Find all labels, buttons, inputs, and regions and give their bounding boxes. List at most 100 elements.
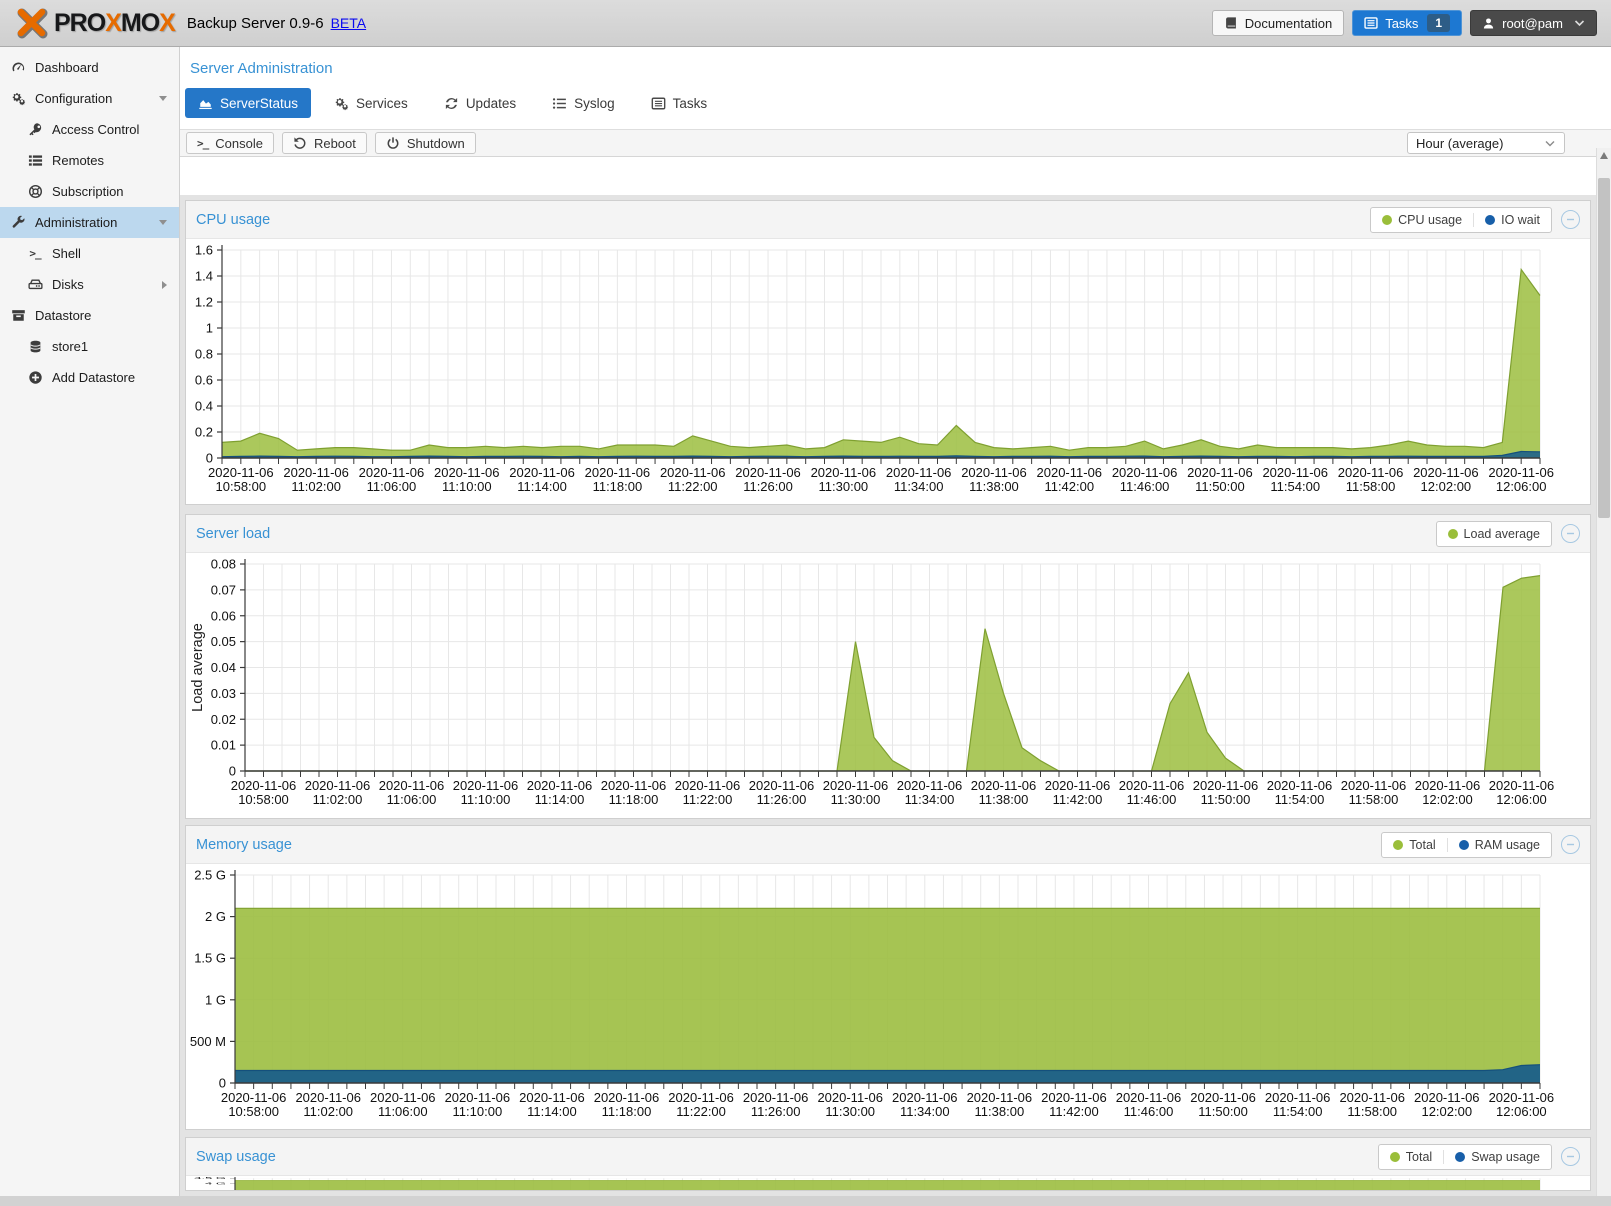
sidebar-item-shell[interactable]: >_ Shell	[0, 238, 179, 269]
legend-item[interactable]: RAM usage	[1446, 837, 1551, 852]
sidebar-item-disks[interactable]: Disks	[0, 269, 179, 300]
shutdown-button[interactable]: Shutdown	[374, 132, 476, 154]
swap-usage-legend: Total Swap usage	[1377, 1143, 1552, 1170]
timeframe-select[interactable]: Hour (average)	[1407, 132, 1565, 154]
svg-text:2020-11-06: 2020-11-06	[892, 1090, 958, 1105]
svg-text:0: 0	[206, 451, 213, 466]
collapse-icon[interactable]	[1561, 210, 1580, 229]
legend-label: IO wait	[1501, 212, 1540, 227]
tab-services[interactable]: Services	[321, 88, 421, 118]
svg-text:11:34:00: 11:34:00	[905, 792, 955, 807]
svg-text:0.03: 0.03	[211, 686, 236, 701]
memory-usage-panel: Memory usage Total RAM usage 0 500 M 1 G 1.5…	[185, 825, 1591, 1130]
svg-text:11:54:00: 11:54:00	[1270, 479, 1320, 494]
tab-syslog[interactable]: Syslog	[539, 88, 628, 118]
svg-text:2020-11-06: 2020-11-06	[886, 465, 952, 480]
svg-text:2020-11-06: 2020-11-06	[817, 1090, 883, 1105]
scroll-up-arrow-icon[interactable]	[1600, 152, 1608, 159]
tab-tasks[interactable]: Tasks	[638, 88, 721, 118]
legend-item[interactable]: IO wait	[1473, 212, 1551, 227]
sidebar-item-remotes[interactable]: Remotes	[0, 145, 179, 176]
legend-item[interactable]: Load average	[1437, 527, 1551, 541]
tasks-button[interactable]: Tasks 1	[1352, 10, 1463, 36]
svg-text:2020-11-06: 2020-11-06	[594, 1090, 660, 1105]
legend-dot	[1485, 214, 1496, 225]
svg-text:2020-11-06: 2020-11-06	[1037, 465, 1103, 480]
legend-item[interactable]: Total	[1382, 838, 1446, 852]
scrollbar-thumb[interactable]	[1598, 178, 1610, 518]
svg-text:11:46:00: 11:46:00	[1124, 1104, 1174, 1119]
panel-title: Swap usage	[196, 1148, 276, 1165]
sidebar-item-administration[interactable]: Administration	[0, 207, 179, 238]
sidebar-item-store1[interactable]: store1	[0, 331, 179, 362]
svg-text:11:46:00: 11:46:00	[1127, 792, 1177, 807]
user-menu-button[interactable]: root@pam	[1470, 10, 1597, 36]
svg-text:11:26:00: 11:26:00	[757, 792, 807, 807]
legend-label: Swap usage	[1471, 1149, 1540, 1164]
svg-text:1: 1	[206, 321, 213, 336]
bottom-scroll-strip	[0, 1196, 1611, 1206]
tab-updates[interactable]: Updates	[431, 88, 529, 118]
svg-text:11:18:00: 11:18:00	[593, 479, 643, 494]
collapse-icon[interactable]	[1561, 1147, 1580, 1166]
legend-item[interactable]: Total	[1379, 1150, 1443, 1164]
svg-text:11:14:00: 11:14:00	[517, 479, 567, 494]
swap-usage-chart: 4.5 G 4 G	[186, 1176, 1590, 1190]
reboot-button[interactable]: Reboot	[281, 132, 367, 154]
main-content: Server Administration ServerStatus Servi…	[180, 47, 1611, 1206]
vertical-scrollbar[interactable]	[1596, 148, 1611, 1196]
tasks-count-badge: 1	[1427, 14, 1451, 32]
collapse-icon[interactable]	[1561, 524, 1580, 543]
plus-circle-icon	[27, 370, 43, 386]
expanded-caret-icon[interactable]	[159, 96, 167, 101]
legend-item[interactable]: Swap usage	[1443, 1149, 1551, 1164]
collapse-icon[interactable]	[1561, 835, 1580, 854]
svg-text:0.06: 0.06	[211, 608, 236, 623]
svg-text:0: 0	[229, 764, 236, 779]
expanded-caret-icon[interactable]	[159, 220, 167, 225]
svg-text:12:02:00: 12:02:00	[1422, 792, 1473, 807]
svg-text:11:34:00: 11:34:00	[900, 1104, 950, 1119]
svg-text:0.02: 0.02	[211, 712, 236, 727]
task-list-icon	[1364, 16, 1378, 30]
svg-text:2 G: 2 G	[205, 909, 226, 924]
svg-text:11:58:00: 11:58:00	[1349, 792, 1399, 807]
svg-text:2020-11-06: 2020-11-06	[823, 778, 889, 793]
svg-text:2020-11-06: 2020-11-06	[370, 1090, 436, 1105]
svg-text:2020-11-06: 2020-11-06	[749, 778, 815, 793]
sidebar-item-dashboard[interactable]: Dashboard	[0, 52, 179, 83]
console-button[interactable]: >_ Console	[186, 132, 274, 154]
collapsed-caret-icon[interactable]	[162, 280, 167, 289]
svg-text:11:46:00: 11:46:00	[1120, 479, 1170, 494]
svg-text:2020-11-06: 2020-11-06	[445, 1090, 511, 1105]
beta-link[interactable]: BETA	[330, 15, 367, 31]
sidebar-item-datastore[interactable]: Datastore	[0, 300, 179, 331]
documentation-button[interactable]: Documentation	[1211, 10, 1345, 36]
terminal-icon: >_	[197, 136, 209, 150]
legend-label: RAM usage	[1474, 837, 1540, 852]
sidebar-item-add-datastore[interactable]: Add Datastore	[0, 362, 179, 393]
sidebar-item-subscription[interactable]: Subscription	[0, 176, 179, 207]
svg-text:2020-11-06: 2020-11-06	[1045, 778, 1111, 793]
wrench-icon	[10, 215, 26, 231]
legend-item[interactable]: CPU usage	[1371, 213, 1473, 227]
server-load-legend: Load average	[1435, 520, 1552, 547]
cpu-usage-chart: 0 0.2 0.4 0.6 0.8 1 1.2 1.4 1.6 2020-11-06 10:58:0…	[186, 239, 1590, 504]
svg-text:0.05: 0.05	[211, 634, 236, 649]
tab-serverstatus[interactable]: ServerStatus	[185, 88, 312, 118]
svg-text:11:22:00: 11:22:00	[668, 479, 718, 494]
svg-text:11:26:00: 11:26:00	[751, 1104, 801, 1119]
svg-text:1.5 G: 1.5 G	[194, 951, 226, 966]
sidebar-nav: Dashboard Configuration Access Control R…	[0, 47, 180, 1196]
product-name: Backup Server 0.9-6	[186, 14, 324, 32]
sidebar-item-configuration[interactable]: Configuration	[0, 83, 179, 114]
svg-text:11:38:00: 11:38:00	[979, 792, 1029, 807]
list-ul-icon	[552, 96, 567, 111]
svg-text:2020-11-06: 2020-11-06	[601, 778, 667, 793]
proxmox-logo: PROXMOX	[14, 7, 176, 39]
svg-text:10:58:00: 10:58:00	[228, 1104, 279, 1119]
sidebar-item-access-control[interactable]: Access Control	[0, 114, 179, 145]
svg-text:2020-11-06: 2020-11-06	[1413, 465, 1479, 480]
